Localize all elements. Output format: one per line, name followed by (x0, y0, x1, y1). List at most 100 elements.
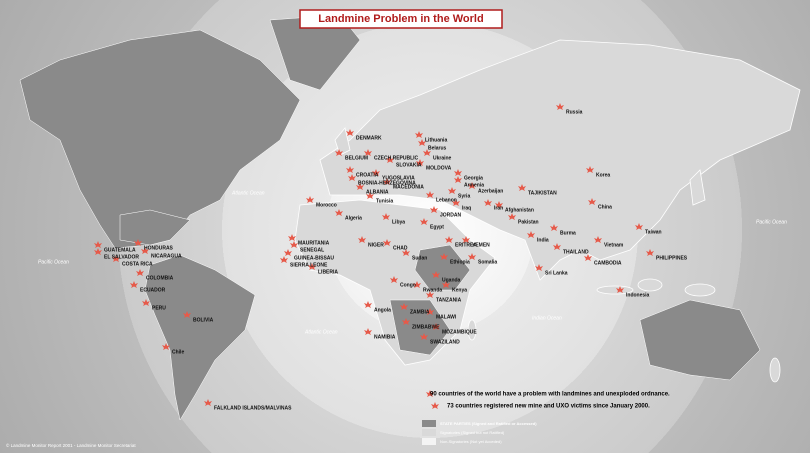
country-label: China (598, 204, 612, 210)
country-label: SIERRA LEONE (290, 262, 328, 268)
country-label: GUINEA-BISSAU (294, 255, 334, 261)
country-label: MAURITANIA (298, 240, 330, 246)
mine-icon (454, 176, 462, 183)
mine-icon (426, 191, 434, 198)
country-label: CAMBODIA (594, 260, 622, 266)
ocean-label: Indian Ocean (532, 315, 562, 321)
country-label: MOLDOVA (426, 165, 452, 171)
mine-icon (432, 323, 440, 330)
country-label: CHAD (393, 245, 408, 251)
mine-icon (288, 234, 296, 241)
mine-icon (584, 254, 592, 261)
country-label: Iran (494, 205, 503, 211)
country-label: Uganda (442, 277, 461, 283)
title-box (299, 9, 503, 29)
country-label: India (537, 237, 549, 243)
mine-icon (448, 187, 456, 194)
mine-icon (358, 236, 366, 243)
mine-icon (402, 318, 410, 325)
country-label: COSTA RICA (122, 261, 153, 267)
country-label: NIGER (368, 242, 384, 248)
mine-icon (423, 149, 431, 156)
country-label: Sri Lanka (545, 270, 568, 276)
country-label: HONDURAS (144, 245, 174, 251)
mine-icon (134, 239, 142, 246)
mine-icon (432, 271, 440, 278)
mine-icon (390, 276, 398, 283)
country-label: Somalia (478, 259, 497, 265)
mine-icon (420, 218, 428, 225)
legend: 90 countries of the world have a problem… (422, 392, 670, 445)
country-label: Libya (392, 219, 405, 225)
country-label: Korea (596, 172, 610, 178)
mine-icon (553, 243, 561, 250)
mine-icon (426, 308, 434, 315)
country-labels: Russia BELGIUM DENMARK Lithuania Belarus Ukra… (104, 109, 688, 411)
mine-icon (306, 196, 314, 203)
country-label: Belarus (428, 145, 447, 151)
country-label: NICARAGUA (151, 253, 182, 259)
mine-icon (508, 213, 516, 220)
country-label: ERITREA (455, 242, 477, 248)
mine-icon (290, 241, 298, 248)
country-label: FALKLAND ISLANDS/MALVINAS (214, 405, 292, 411)
mine-icon (280, 256, 288, 263)
country-label: DENMARK (356, 135, 382, 141)
country-label: Sudan (412, 255, 427, 261)
country-label: SWAZILAND (430, 339, 460, 345)
mine-icon (527, 231, 535, 238)
legend-item: Signatories (Signed but not Ratified) (440, 430, 505, 435)
country-label: GUATEMALA (104, 247, 136, 253)
country-label: SLOVAKIA (396, 162, 422, 168)
mine-icon (415, 131, 423, 138)
country-label: MOZAMBIQUE (442, 329, 477, 335)
mine-icon (616, 286, 624, 293)
country-label: TANZANIA (436, 297, 462, 303)
mine-icon (413, 281, 421, 288)
legend-item: Non-Signatories (Not yet Acceded) (440, 439, 502, 444)
mine-icon (426, 390, 434, 397)
country-label: Taiwan (645, 229, 662, 235)
country-label: ZAMBIA (410, 309, 430, 315)
mine-icon (335, 149, 343, 156)
mine-icon (518, 184, 526, 191)
mine-icon (372, 169, 380, 176)
country-label: Burma (560, 230, 576, 236)
mine-icon (442, 281, 450, 288)
mine-icon (94, 241, 102, 248)
mine-icon (112, 255, 120, 262)
ocean-label: Pacific Ocean (38, 259, 69, 265)
mine-icon (430, 206, 438, 213)
mine-icon (588, 198, 596, 205)
country-label: Azerbaijan (478, 188, 503, 194)
country-label: Georgia (464, 175, 483, 181)
mine-icon (594, 236, 602, 243)
country-label: BOLIVIA (193, 317, 214, 323)
mine-icon (136, 269, 144, 276)
country-label: TAJIKISTAN (528, 190, 557, 196)
mine-icon (386, 156, 394, 163)
country-label: Vietnam (604, 242, 624, 248)
ocean-label: Atlantic Ocean (304, 329, 338, 335)
country-label: ZIMBABWE (412, 324, 440, 330)
country-label: YEMEN (472, 242, 490, 248)
country-label: LIBERIA (318, 269, 338, 275)
country-label: ECUADOR (140, 287, 166, 293)
country-label: Ukraine (433, 155, 452, 161)
mine-icon (364, 301, 372, 308)
country-label: Pakistan (518, 219, 539, 225)
mine-icon (142, 299, 150, 306)
mine-icon (468, 253, 476, 260)
mine-icon (204, 399, 212, 406)
country-label: PHILIPPINES (656, 255, 688, 261)
mine-icon (94, 248, 102, 255)
country-label: Angola (374, 307, 391, 313)
country-label: Algeria (345, 215, 362, 221)
country-label: BELGIUM (345, 155, 368, 161)
country-label: Iraq (462, 205, 471, 211)
mine-icon (284, 249, 292, 256)
mine-icon (495, 201, 503, 208)
legend-swatch (422, 438, 436, 445)
mine-icon (366, 192, 374, 199)
mine-icon (646, 249, 654, 256)
